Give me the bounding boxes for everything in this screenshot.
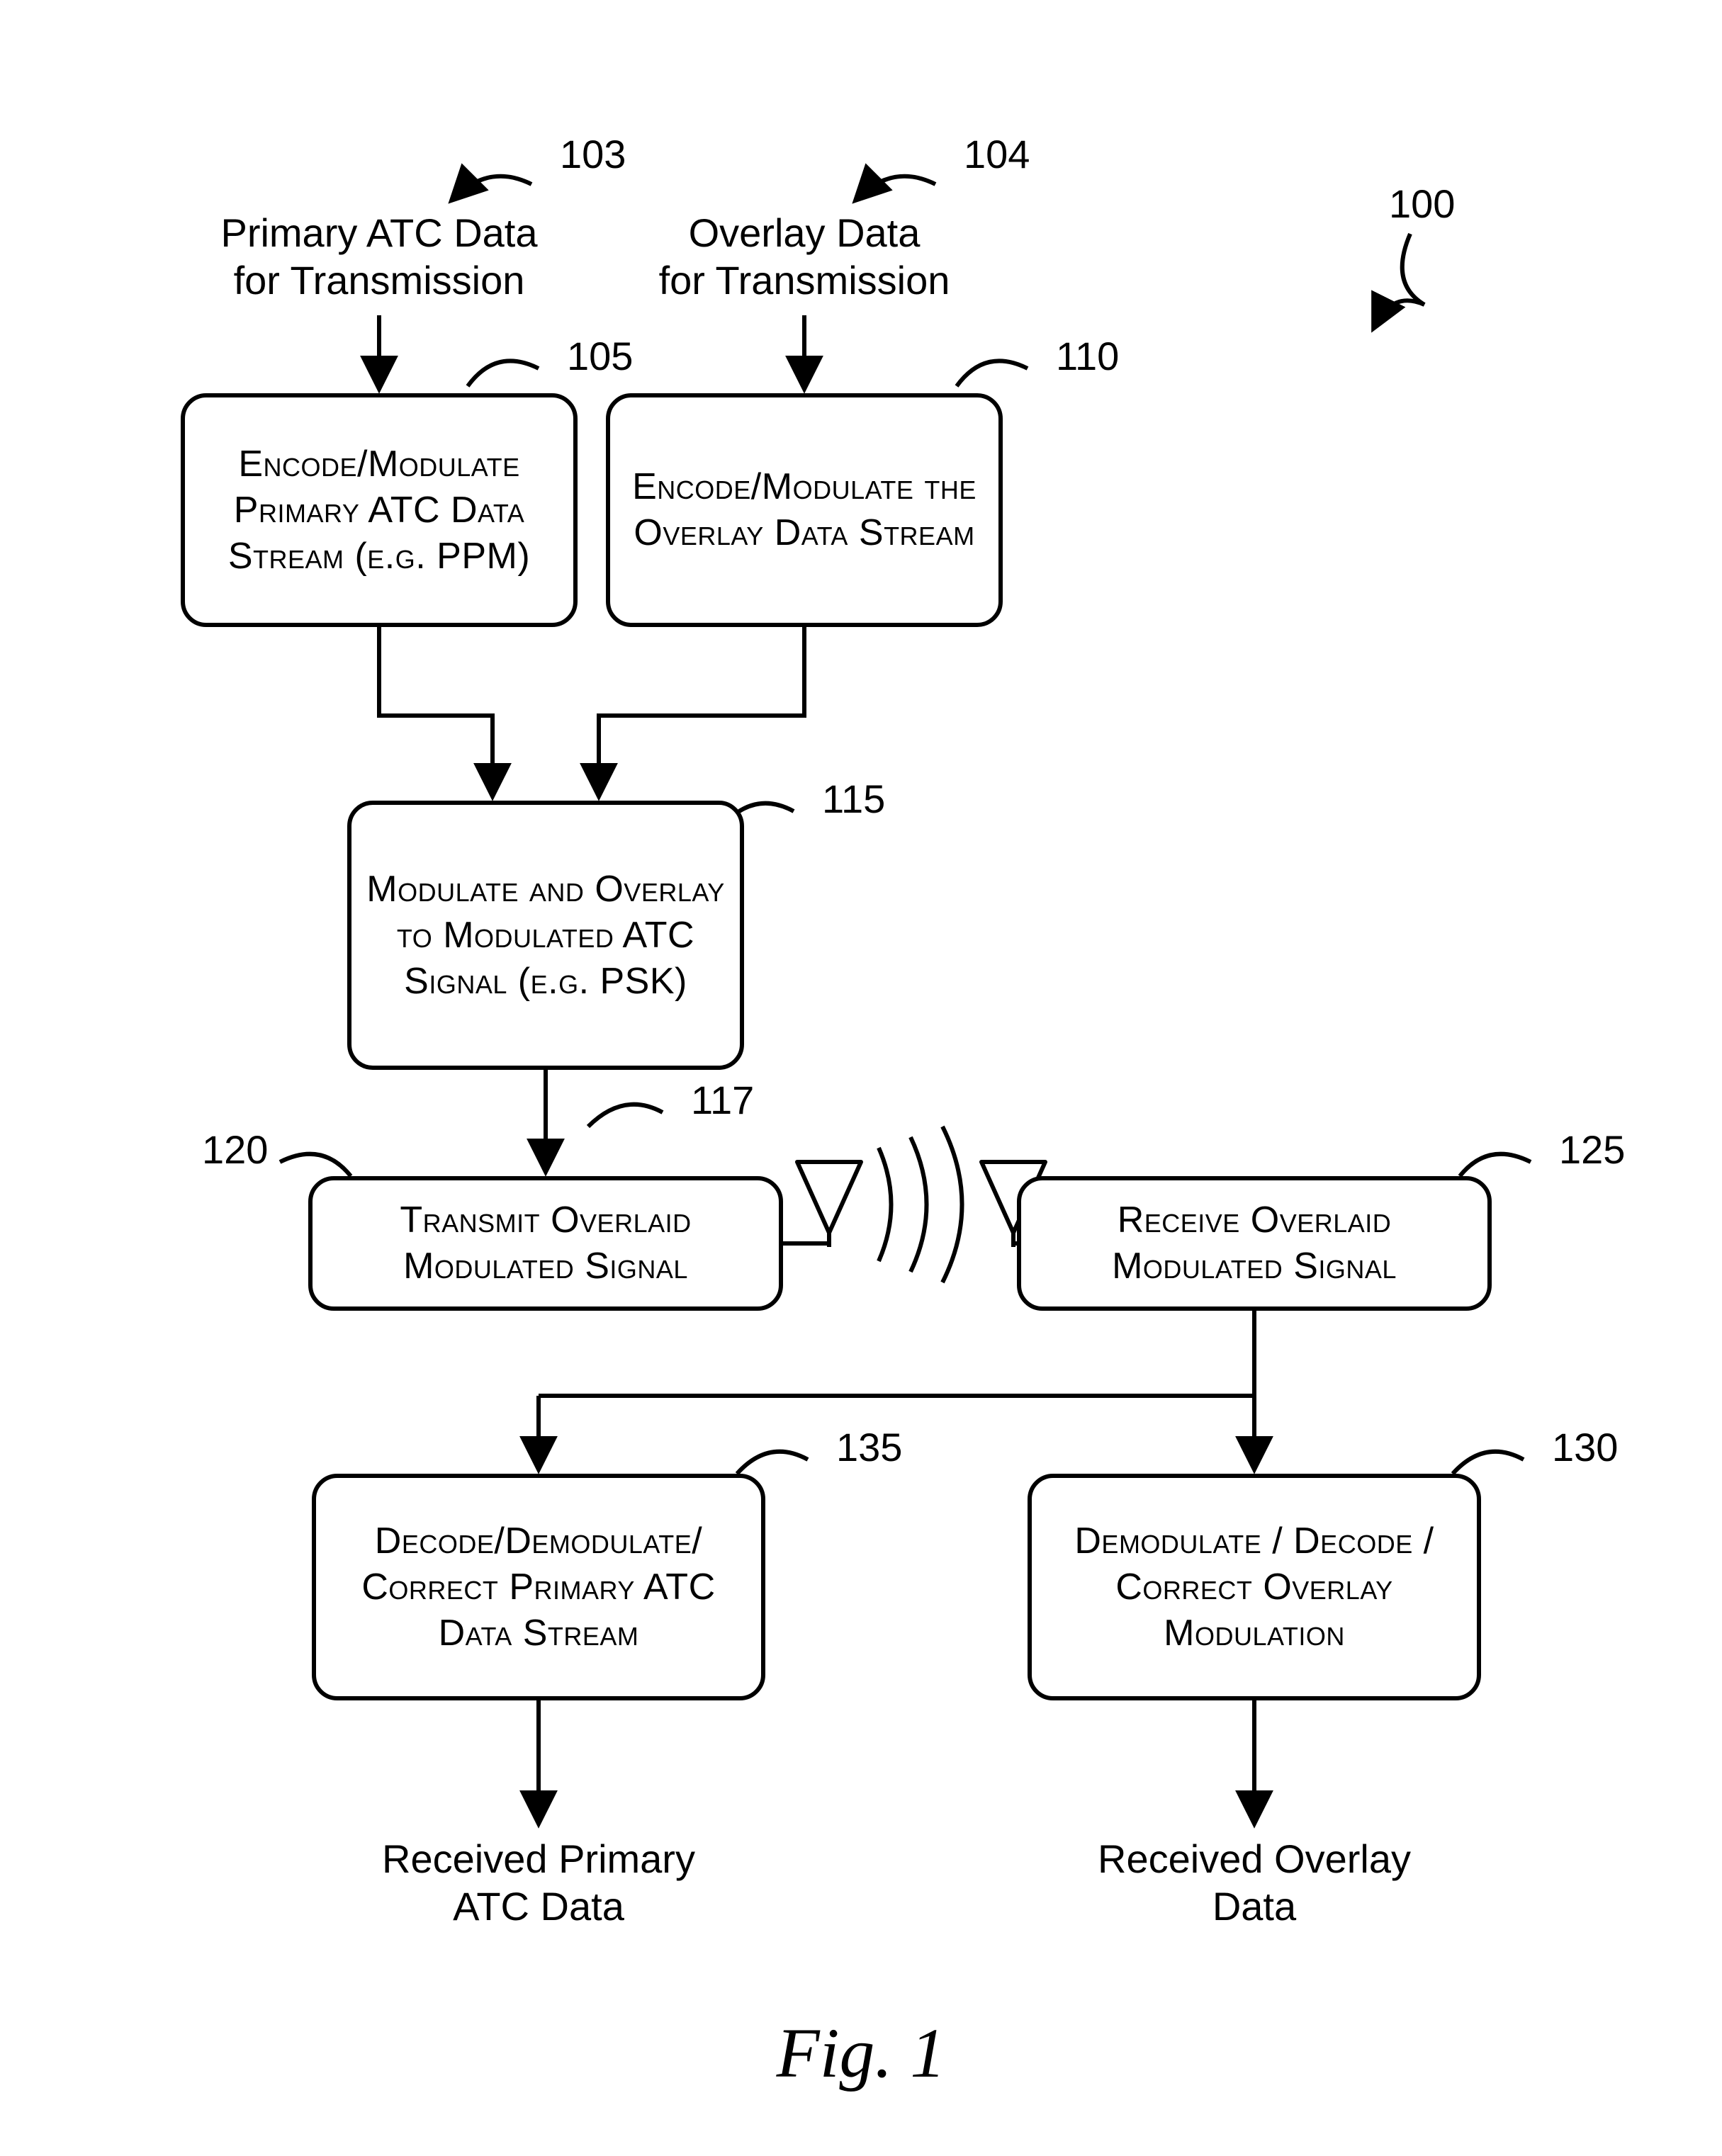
box-125-text: Receive Overlaid Modulated Signal [1021, 1190, 1487, 1297]
box-115-modulate-overlay: Modulate and Overlay to Modulated ATC Si… [347, 801, 744, 1070]
overlay-input-line1: Overlay Data [689, 210, 921, 255]
ref-105: 105 [567, 333, 633, 379]
diagram-canvas: Primary ATC Data for Transmission Overla… [0, 0, 1722, 2156]
ref-130: 130 [1552, 1424, 1618, 1470]
box-115-text: Modulate and Overlay to Modulated ATC Si… [351, 859, 740, 1012]
box-105-encode-primary: Encode/Modulate Primary ATC Data Stream … [181, 393, 578, 627]
box-105-text: Encode/Modulate Primary ATC Data Stream … [185, 434, 573, 587]
ref-103: 103 [560, 131, 626, 177]
box-120-transmit: Transmit Overlaid Modulated Signal [308, 1176, 783, 1311]
primary-input-label: Primary ATC Data for Transmission [216, 209, 542, 304]
connectors [0, 0, 1722, 2156]
primary-input-line2: for Transmission [234, 258, 525, 303]
ref-110: 110 [1056, 333, 1119, 379]
primary-output-line1: Received Primary [382, 1836, 695, 1881]
box-130-demod-overlay: Demodulate / Decode / Correct Overlay Mo… [1028, 1474, 1481, 1700]
overlay-output-line1: Received Overlay [1098, 1836, 1411, 1881]
ref-117: 117 [691, 1077, 754, 1123]
ref-135: 135 [836, 1424, 902, 1470]
box-130-text: Demodulate / Decode / Correct Overlay Mo… [1032, 1511, 1477, 1664]
primary-output-line2: ATC Data [453, 1884, 624, 1929]
overlay-input-line2: for Transmission [659, 258, 950, 303]
figure-caption: Fig. 1 [0, 2012, 1722, 2094]
ref-104: 104 [964, 131, 1030, 177]
primary-input-line1: Primary ATC Data [220, 210, 537, 255]
ref-100: 100 [1389, 181, 1455, 227]
ref-125: 125 [1559, 1127, 1625, 1173]
ref-120: 120 [202, 1127, 268, 1173]
primary-output-label: Received Primary ATC Data [368, 1835, 709, 1930]
overlay-input-label: Overlay Data for Transmission [641, 209, 967, 304]
box-110-encode-overlay: Encode/Modulate the Overlay Data Stream [606, 393, 1003, 627]
ref-115: 115 [822, 776, 885, 822]
box-135-text: Decode/Demodulate/ Correct Primary ATC D… [316, 1511, 761, 1664]
overlay-output-label: Received Overlay Data [1084, 1835, 1424, 1930]
overlay-output-line2: Data [1212, 1884, 1296, 1929]
box-125-receive: Receive Overlaid Modulated Signal [1017, 1176, 1492, 1311]
box-120-text: Transmit Overlaid Modulated Signal [313, 1190, 779, 1297]
box-135-demod-primary: Decode/Demodulate/ Correct Primary ATC D… [312, 1474, 765, 1700]
box-110-text: Encode/Modulate the Overlay Data Stream [610, 457, 998, 563]
